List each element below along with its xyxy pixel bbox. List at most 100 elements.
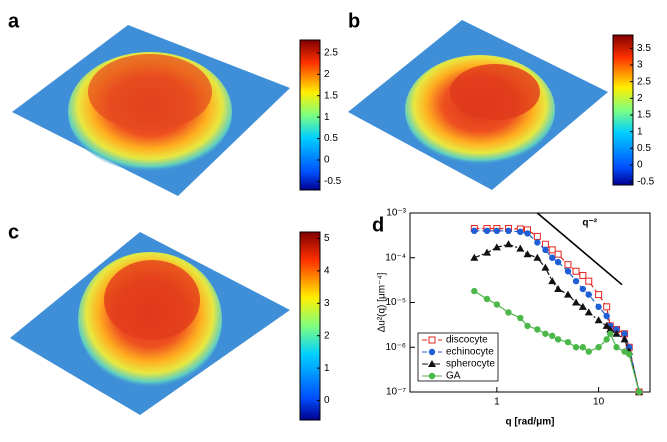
marker [505, 227, 512, 235]
marker [534, 326, 541, 333]
marker [493, 227, 501, 235]
marker [603, 336, 610, 343]
marker [612, 329, 621, 337]
marker [572, 267, 580, 275]
marker [594, 316, 603, 324]
surface-a [12, 25, 290, 196]
marker [554, 250, 562, 258]
colorbar-tick-label: 3 [637, 60, 643, 71]
marker [603, 303, 611, 311]
y-tick-label: 10⁻⁶ [385, 342, 406, 353]
guide-label: q⁻² [582, 218, 597, 229]
marker [579, 344, 587, 351]
colorbar [299, 231, 321, 421]
legend-marker [428, 348, 436, 356]
marker [516, 244, 525, 252]
surface-b [348, 20, 608, 190]
marker [541, 263, 550, 271]
panel-label: b [348, 10, 360, 32]
marker [533, 232, 541, 240]
marker [585, 291, 592, 298]
marker [483, 248, 492, 256]
marker [603, 312, 610, 320]
marker [613, 344, 620, 351]
marker [470, 253, 479, 261]
marker [548, 246, 556, 254]
legend-marker [428, 336, 436, 344]
colorbar-tick-label: 1.5 [637, 110, 651, 121]
marker [549, 332, 556, 340]
series-line [474, 243, 640, 393]
x-axis-label: q [rad/μm] [506, 417, 555, 428]
marker [483, 227, 491, 235]
marker [564, 338, 572, 346]
marker [524, 322, 531, 330]
marker [554, 336, 562, 343]
colorbar [612, 34, 634, 186]
colorbar-tick-label: -0.5 [637, 176, 655, 187]
marker [492, 243, 501, 251]
marker [493, 301, 501, 308]
marker [606, 325, 615, 333]
marker [579, 272, 587, 280]
marker [549, 254, 556, 261]
marker [554, 258, 562, 266]
colorbar-tick-label: 0.5 [637, 143, 651, 154]
panel-label: c [8, 221, 19, 243]
legend-marker [428, 372, 436, 380]
legend-marker [428, 360, 436, 367]
colorbar-tick-label: 0.5 [324, 133, 338, 144]
marker [564, 261, 572, 269]
colorbar-tick-label: 1 [324, 112, 330, 123]
marker [572, 277, 580, 285]
colorbar-tick-label: 2.5 [324, 47, 338, 58]
panel-label: a [8, 10, 20, 32]
marker [595, 303, 602, 311]
colorbar-tick-label: 1 [637, 126, 643, 137]
marker [524, 230, 531, 237]
marker [613, 326, 620, 333]
marker [504, 240, 513, 248]
marker [471, 287, 478, 295]
x-tick-label: 10 [593, 397, 605, 408]
marker [534, 239, 541, 246]
colorbar-tick-label: 0 [637, 160, 643, 171]
colorbar-tick-label: 4 [324, 266, 330, 277]
marker [517, 228, 524, 236]
marker [578, 302, 587, 310]
guide-line [536, 212, 623, 286]
x-tick-label: 1 [494, 397, 500, 408]
marker [579, 285, 587, 293]
marker [621, 348, 628, 355]
marker [564, 268, 572, 275]
marker [541, 240, 549, 248]
marker [585, 277, 593, 285]
panel-label: d [372, 214, 384, 236]
marker [548, 277, 557, 285]
colorbar-tick-label: 1 [324, 363, 330, 374]
legend-label: discocyte [446, 335, 488, 346]
y-tick-label: 10⁻³ [386, 208, 406, 219]
colorbar-tick-label: 3.5 [637, 43, 651, 54]
legend-label: GA [446, 371, 461, 382]
colorbar-tick-label: 3 [324, 298, 330, 309]
colorbar-tick-label: 0 [324, 155, 330, 166]
colorbar-tick-label: 2.5 [637, 76, 651, 87]
legend-label: spherocyte [446, 359, 495, 370]
legend-label: echinocyte [446, 347, 494, 358]
marker [505, 309, 512, 316]
marker [542, 246, 549, 254]
marker [572, 298, 581, 306]
marker [585, 348, 592, 355]
marker [606, 330, 614, 337]
marker [533, 253, 542, 261]
marker [621, 330, 628, 337]
marker [595, 344, 602, 351]
colorbar-tick-label: 5 [324, 233, 330, 244]
y-tick-label: 10⁻⁷ [386, 387, 406, 398]
y-tick-label: 10⁻⁴ [385, 252, 406, 263]
colorbar-tick-label: 1.5 [324, 90, 338, 101]
colorbar-tick-label: 2 [324, 69, 330, 80]
marker [542, 330, 549, 337]
